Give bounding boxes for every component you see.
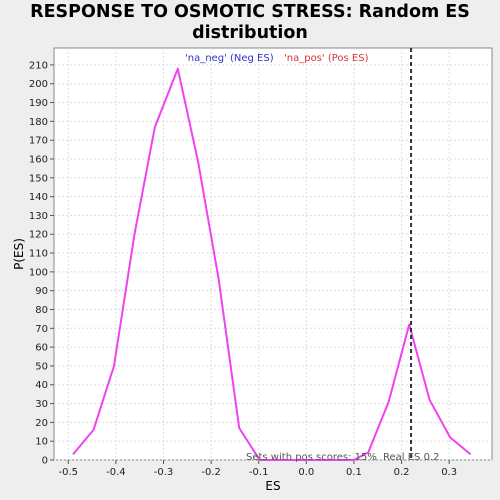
grid-lines <box>54 48 492 461</box>
y-tick-label: 160 <box>29 154 48 165</box>
legend-neg: 'na_neg' (Neg ES) <box>185 53 274 64</box>
series-lines <box>72 67 472 461</box>
x-axis: -0.5 -0.4 -0.3 -0.2 -0.1 0.0 0.1 0.2 0.3 <box>59 460 457 478</box>
y-tick-label: 150 <box>29 173 48 184</box>
y-tick-label: 120 <box>29 230 48 241</box>
y-tick-label: 190 <box>29 98 48 109</box>
y-tick-label: 0 <box>42 456 48 467</box>
chart-title-line-1: RESPONSE TO OSMOTIC STRESS: Random ES <box>30 2 470 22</box>
real-es-label: Real ES 0.2 <box>383 452 439 463</box>
y-tick-label: 60 <box>35 343 48 354</box>
y-tick-label: 200 <box>29 79 48 90</box>
y-axis: 0 10 20 30 40 50 60 70 80 90 100 110 120 130 140 150 160… <box>29 60 54 467</box>
plot-area <box>53 47 493 461</box>
y-tick-label: 110 <box>29 249 48 260</box>
y-tick-label: 10 <box>35 437 48 448</box>
x-axis-label: ES <box>265 479 280 493</box>
y-tick-label: 70 <box>35 324 48 335</box>
y-tick-label: 30 <box>35 399 48 410</box>
y-tick-label: 170 <box>29 136 48 147</box>
series-line-0 <box>72 67 261 461</box>
y-tick-label: 130 <box>29 211 48 222</box>
y-tick-label: 140 <box>29 192 48 203</box>
sets-pos-scores-label: Sets with pos scores: 15% <box>246 452 377 463</box>
x-tick-label: 0.0 <box>298 467 314 478</box>
chart-title: RESPONSE TO OSMOTIC STRESS: Random ES di… <box>0 2 500 44</box>
x-tick-label: 0.1 <box>346 467 362 478</box>
y-tick-label: 50 <box>35 361 48 372</box>
x-tick-label: -0.1 <box>249 467 269 478</box>
y-tick-label: 180 <box>29 117 48 128</box>
y-tick-label: 100 <box>29 267 48 278</box>
y-tick-label: 90 <box>35 286 48 297</box>
chart-title-line-2: distribution <box>192 23 308 43</box>
x-tick-label: -0.2 <box>201 467 221 478</box>
x-tick-label: -0.5 <box>59 467 79 478</box>
series-line-1 <box>259 323 472 461</box>
y-axis-label: P(ES) <box>12 238 26 270</box>
x-tick-label: -0.4 <box>106 467 126 478</box>
y-tick-label: 20 <box>35 418 48 429</box>
x-tick-label: -0.3 <box>154 467 174 478</box>
x-tick-label: 0.3 <box>441 467 457 478</box>
y-tick-label: 210 <box>29 60 48 71</box>
y-tick-label: 40 <box>35 380 48 391</box>
y-tick-label: 80 <box>35 305 48 316</box>
x-tick-label: 0.2 <box>394 467 410 478</box>
legend-pos: 'na_pos' (Pos ES) <box>284 53 369 64</box>
